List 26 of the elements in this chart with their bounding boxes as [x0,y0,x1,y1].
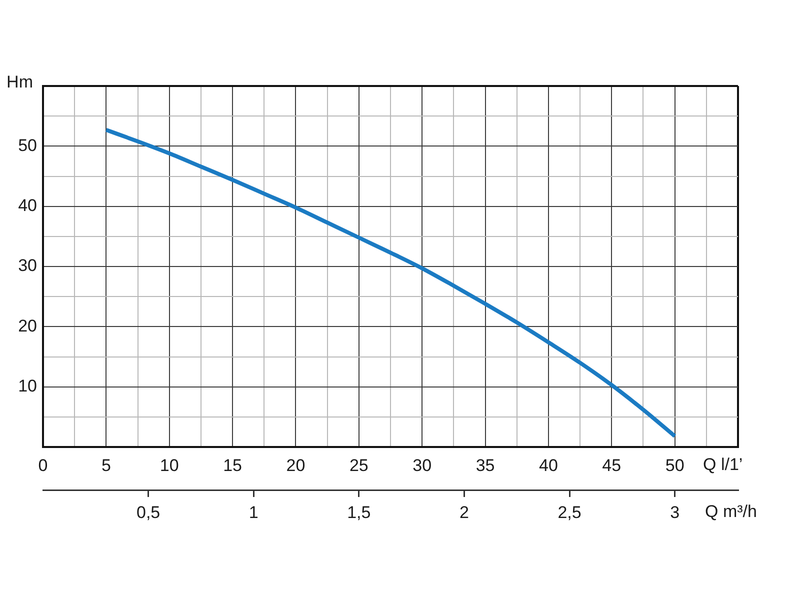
x2-tick-label: 2 [459,502,469,522]
x-tick-label: 15 [223,456,242,475]
y-tick-label: 30 [18,256,37,276]
y-tick-label: 20 [18,316,37,336]
x2-tick-label: 1,5 [347,502,371,522]
x-tick-label: 20 [286,456,306,475]
x2-tick-label: 3 [670,502,680,522]
x-tick-label: 0 [38,456,48,475]
x-tick-label: 45 [602,456,622,475]
x-tick-label: 30 [412,456,432,475]
x-tick-label: 5 [101,456,111,475]
x-tick-label: 10 [160,456,179,475]
y-tick-label: 40 [18,196,37,216]
x-tick-label: 50 [665,456,684,475]
line-series [104,128,677,438]
y-axis-title: Hm [6,72,33,92]
x2-tick-label: 0,5 [136,502,160,522]
x-tick-label: 25 [349,456,368,475]
x-tick-label: 35 [476,456,495,475]
y-tick-label: 10 [18,376,37,396]
x2-tick-label: 2,5 [558,502,582,522]
x2-tick-label: 1 [248,502,258,522]
x-tick-label: 40 [538,456,558,475]
y-tick-label: 50 [18,136,37,155]
x2-axis-title: Q m³/h [705,502,757,522]
x-axis-title: Q l/1’ [703,455,743,474]
